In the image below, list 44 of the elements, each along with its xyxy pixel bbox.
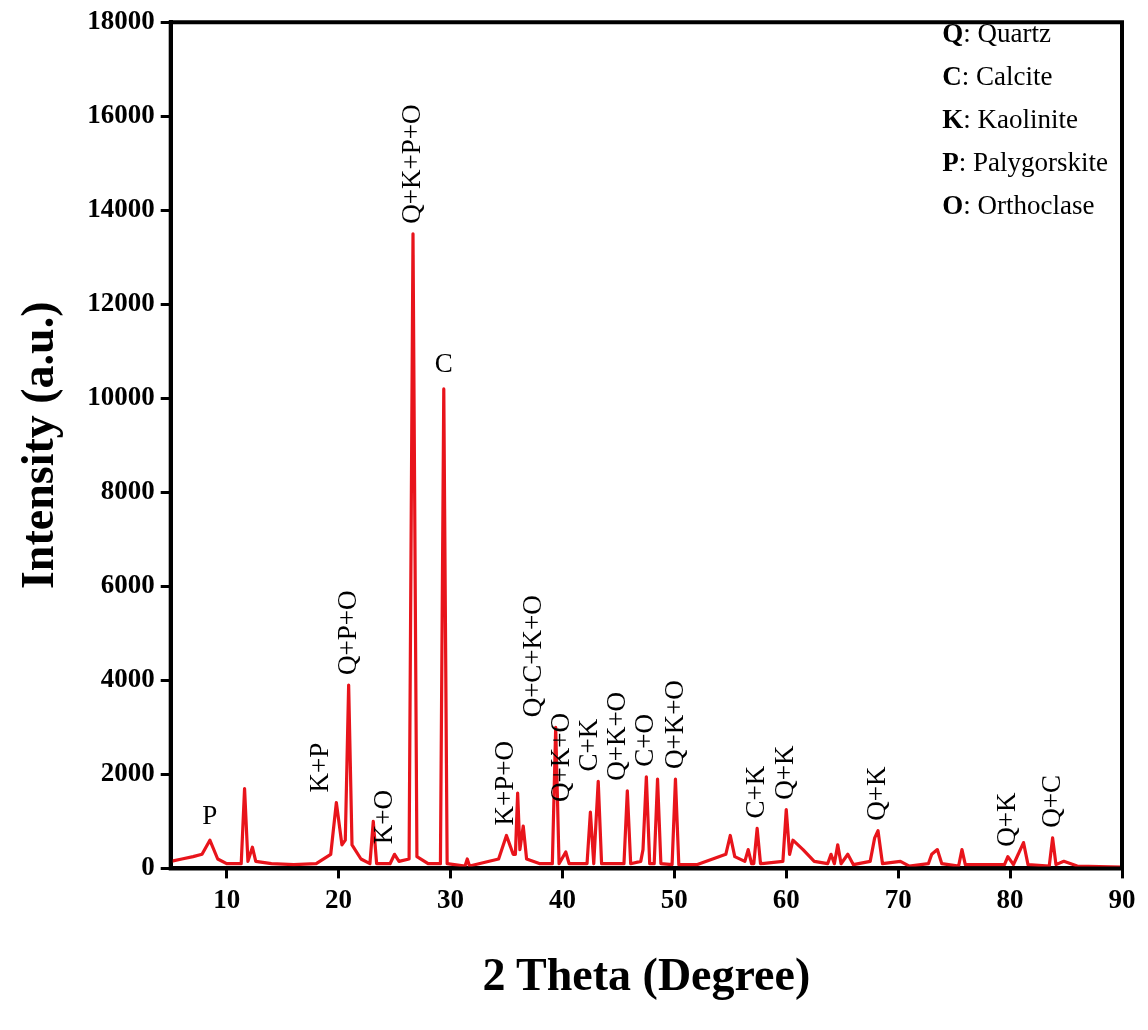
annotation: Q+K+O xyxy=(545,713,576,802)
x-tick-label: 90 xyxy=(1108,883,1136,914)
annotation: Q+K xyxy=(861,766,892,821)
annotation: C xyxy=(434,348,453,379)
annotation: Q+K+O xyxy=(601,691,632,781)
y-axis-title: Intensity (a.u.) xyxy=(12,301,64,590)
x-tick-label: 30 xyxy=(436,883,464,914)
annotation: K+O xyxy=(368,790,399,845)
x-tick-label: 10 xyxy=(213,883,241,914)
x-tick-label: 50 xyxy=(660,883,688,914)
annotation: C+O xyxy=(629,713,660,767)
annotation: K+P+O xyxy=(489,741,520,826)
annotation: P xyxy=(202,799,218,830)
annotation: K+P xyxy=(303,742,334,793)
y-tick-label: 12000 xyxy=(87,287,155,318)
annotation: Q: Quartz xyxy=(942,17,1052,50)
y-tick-label: 2000 xyxy=(100,757,155,788)
y-tick-label: 18000 xyxy=(87,5,155,36)
annotation: C+K xyxy=(740,765,771,819)
x-tick-label: 40 xyxy=(548,883,576,914)
y-tick-label: 6000 xyxy=(100,569,155,600)
x-tick-label: 20 xyxy=(325,883,353,914)
annotation: C+K xyxy=(573,718,604,772)
annotation: Q+C+K+O xyxy=(517,595,548,718)
annotation: K: Kaolinite xyxy=(942,103,1079,136)
y-tick-label: 8000 xyxy=(100,475,155,506)
y-tick-label: 14000 xyxy=(87,193,155,224)
y-tick-label: 4000 xyxy=(100,663,155,694)
x-tick-label: 70 xyxy=(884,883,912,914)
annotation: Q+C xyxy=(1035,775,1066,828)
x-tick-label: 80 xyxy=(996,883,1024,914)
annotation: Q+K+O xyxy=(658,680,689,770)
annotation: P: Palygorskite xyxy=(942,146,1108,179)
annotation: Q+K xyxy=(990,791,1021,847)
y-tick-label: 10000 xyxy=(87,381,155,412)
x-tick-label: 60 xyxy=(772,883,800,914)
annotation: Q+K+P+O xyxy=(396,104,427,224)
y-tick-label: 16000 xyxy=(87,99,155,130)
annotation: O: Orthoclase xyxy=(942,189,1096,222)
x-axis-title: 2 Theta (Degree) xyxy=(482,949,811,1001)
annotation: C: Calcite xyxy=(942,60,1054,93)
y-tick-label: 0 xyxy=(141,851,155,882)
annotation: Q+K xyxy=(769,744,800,800)
annotation: Q+P+O xyxy=(331,590,362,676)
